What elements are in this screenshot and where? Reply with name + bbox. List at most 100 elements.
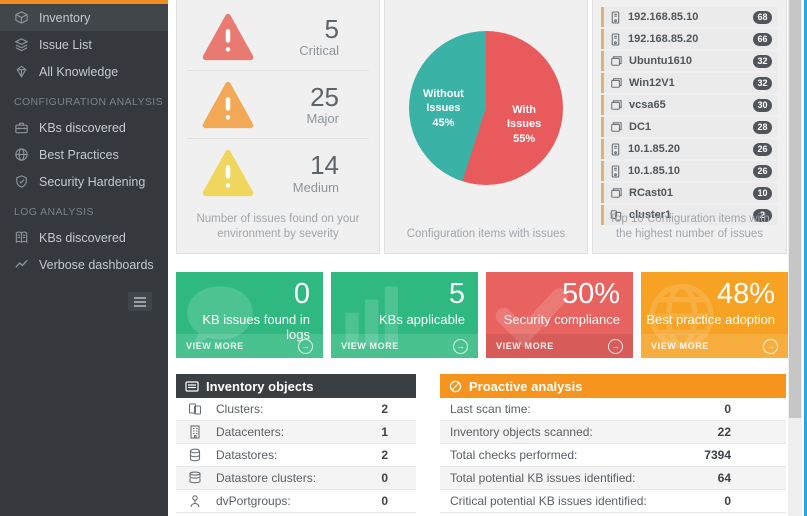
- top-item-row[interactable]: vcsa65 30: [601, 95, 778, 115]
- row-value: 7394: [704, 448, 731, 462]
- scrollbar-thumb[interactable]: [789, 0, 801, 418]
- major-warning-icon: [202, 81, 254, 128]
- issue-count-badge: 68: [753, 10, 772, 24]
- sidebar-section-configuration-analysis: CONFIGURATION ANALYSIS: [14, 96, 164, 108]
- sidebar-item-label: KBs discovered: [39, 120, 126, 135]
- table-row: Datastores: 2: [176, 444, 416, 467]
- proactive-analysis-header: Proactive analysis: [440, 374, 786, 398]
- sidebar-collapse-button[interactable]: [128, 292, 152, 311]
- issue-list-icon: [14, 38, 29, 52]
- panel-title: Inventory objects: [206, 378, 314, 394]
- pie-label-without-issues: Without Issues 45%: [423, 88, 464, 129]
- kpi-label: KBs applicable: [379, 312, 465, 327]
- table-row: Datacenters: 1: [176, 421, 416, 444]
- sidebar-item-label: Best Practices: [39, 147, 119, 162]
- issue-count-badge: 32: [753, 76, 772, 90]
- verbose-dashboards-icon: [15, 259, 28, 268]
- table-row: Clusters: 2: [176, 398, 416, 421]
- major-label: Major: [306, 111, 339, 127]
- panel-title: Proactive analysis: [469, 378, 583, 394]
- sidebar-item-issue-list[interactable]: Issue List: [0, 31, 168, 58]
- top-item-row[interactable]: cluster1 2: [601, 205, 778, 225]
- sidebar-item-inventory[interactable]: Inventory: [0, 4, 168, 31]
- issue-count-badge: 2: [753, 208, 772, 222]
- kpi-card-security-compliance: 50% Security compliance VIEW MORE →: [486, 272, 633, 358]
- sidebar-item-verbose-dashboards[interactable]: Verbose dashboards: [0, 251, 168, 278]
- top-item-row[interactable]: 192.168.85.20 66: [601, 29, 778, 49]
- sidebar-item-security-hardening[interactable]: Security Hardening: [0, 168, 168, 195]
- view-more-button[interactable]: VIEW MORE →: [486, 334, 633, 358]
- datastore-cluster-icon: [189, 471, 201, 484]
- severity-row-critical: 5 Critical: [187, 3, 369, 71]
- issue-count-badge: 26: [753, 164, 772, 178]
- scrollbar-track[interactable]: [788, 0, 802, 516]
- host-icon: [611, 10, 620, 24]
- security-hardening-icon: [16, 175, 27, 188]
- datastore-icon: [189, 448, 201, 462]
- vm-icon: [611, 188, 622, 198]
- pie-chart[interactable]: Without Issues 45% With Issues 55%: [409, 31, 563, 185]
- sidebar-item-label: KBs discovered: [39, 230, 126, 245]
- vm-icon: [611, 78, 622, 88]
- inventory-objects-header: Inventory objects: [176, 374, 416, 398]
- top-items-caption: Top 10 Configuration items with the high…: [609, 213, 770, 240]
- table-row: Total potential KB issues identified: 64: [440, 467, 786, 490]
- severity-caption: Number of issues found on your environme…: [196, 213, 360, 240]
- inventory-icon: [15, 11, 28, 24]
- kpi-label: KB issues found in logs: [202, 312, 310, 342]
- sidebar-item-label: Issue List: [39, 37, 92, 52]
- top-item-row[interactable]: Win12V1 32: [601, 73, 778, 93]
- inventory-objects-icon: [185, 380, 199, 392]
- sidebar-item-label: Security Hardening: [39, 174, 146, 189]
- arrow-circle-icon: →: [763, 338, 778, 354]
- dvportgroup-icon: [190, 495, 200, 508]
- view-more-button[interactable]: VIEW MORE →: [176, 334, 323, 358]
- top-item-row[interactable]: 10.1.85.10 26: [601, 161, 778, 181]
- row-value: 64: [717, 471, 731, 485]
- proactive-analysis-icon: [449, 380, 462, 392]
- top-item-row[interactable]: 192.168.85.10 68: [601, 7, 778, 27]
- arrow-circle-icon: →: [608, 338, 623, 354]
- host-icon: [611, 164, 620, 178]
- severity-row-medium: 14 Medium: [187, 139, 369, 207]
- kpi-value: 50%: [561, 278, 620, 310]
- vm-icon: [611, 100, 622, 110]
- cluster-icon: [188, 403, 202, 415]
- severity-row-major: 25 Major: [187, 71, 369, 139]
- row-value: 0: [724, 494, 731, 508]
- sidebar-section-log-analysis: LOG ANALYSIS: [14, 206, 94, 218]
- table-row: Datastore clusters: 0: [176, 467, 416, 490]
- table-row: Critical potential KB issues identified:…: [440, 490, 786, 513]
- table-row: Last scan time: 0: [440, 398, 786, 421]
- table-row: Inventory objects scanned: 22: [440, 421, 786, 444]
- sidebar-item-kbs-discovered-config[interactable]: KBs discovered: [0, 114, 168, 141]
- medium-label: Medium: [292, 179, 339, 195]
- row-value: 1: [381, 425, 388, 439]
- kpi-value: 48%: [716, 278, 775, 310]
- view-more-button[interactable]: VIEW MORE →: [641, 334, 788, 358]
- sidebar-item-label: All Knowledge: [39, 64, 119, 79]
- issue-count-badge: 32: [753, 54, 772, 68]
- top-item-row[interactable]: 10.1.85.20 26: [601, 139, 778, 159]
- sidebar-item-kbs-discovered-log[interactable]: KBs discovered: [0, 224, 168, 251]
- medium-warning-icon: [202, 149, 254, 197]
- sidebar-item-best-practices[interactable]: Best Practices: [0, 141, 168, 168]
- sidebar-item-all-knowledge[interactable]: All Knowledge: [0, 58, 168, 85]
- table-row: dvPortgroups: 0: [176, 490, 416, 513]
- medium-count: 14: [310, 150, 339, 181]
- top-item-row[interactable]: RCast01 10: [601, 183, 778, 203]
- top-item-row[interactable]: Ubuntu1610 32: [601, 51, 778, 71]
- arrow-circle-icon: →: [453, 338, 468, 354]
- view-more-button[interactable]: VIEW MORE →: [331, 334, 478, 358]
- severity-panel: 5 Critical 25 Major 14 Medium Number of …: [176, 0, 380, 254]
- check-watermark-icon: [495, 288, 568, 348]
- vm-icon: [611, 122, 622, 132]
- top-item-row[interactable]: DC1 28: [601, 117, 778, 137]
- kpi-label: Best practice adoption: [646, 312, 775, 327]
- row-value: 2: [381, 448, 388, 462]
- kpi-value: 5: [448, 278, 465, 310]
- sidebar-item-label: Inventory: [39, 10, 91, 25]
- row-value: 0: [381, 471, 388, 485]
- log-kbs-discovered-icon: [15, 231, 28, 244]
- proactive-analysis-panel: Proactive analysis Last scan time: 0 Inv…: [440, 374, 786, 513]
